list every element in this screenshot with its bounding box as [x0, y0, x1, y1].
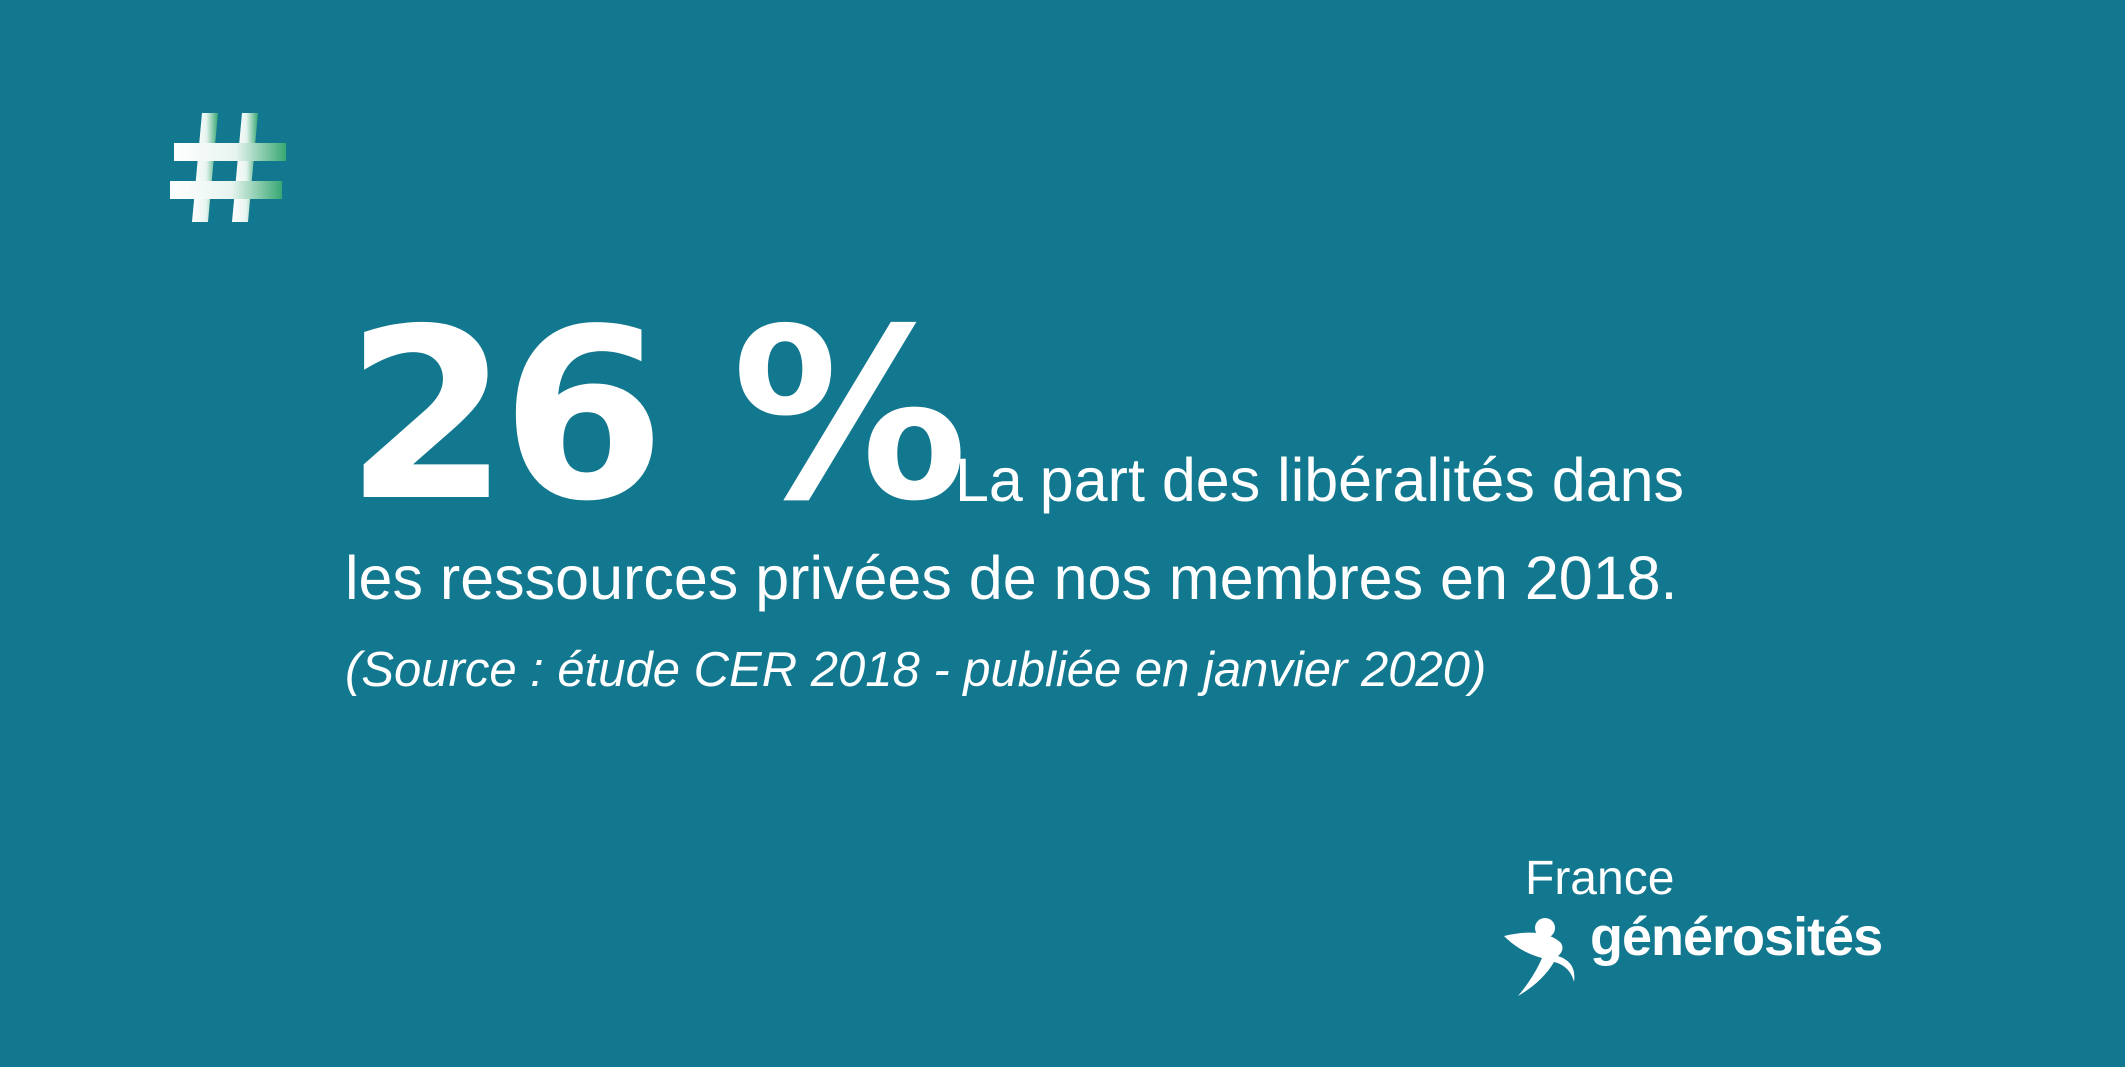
- brand-logo: France générosités: [1500, 855, 1980, 1005]
- hash-icon: [170, 105, 290, 230]
- source-note: (Source : étude CER 2018 - publiée en ja…: [345, 643, 1487, 697]
- stat-description-line1: La part des libéralités dans: [955, 446, 1685, 514]
- figure-swoosh-icon: [1500, 910, 1585, 1000]
- brand-name-top: France: [1525, 852, 1675, 905]
- stat-value: 26 %: [345, 278, 968, 553]
- headline: 26 % La part des libéralités dans: [345, 298, 1995, 538]
- brand-name-bottom: générosités: [1590, 907, 1883, 967]
- stat-description-line2: les ressources privées de nos membres en…: [345, 544, 1678, 612]
